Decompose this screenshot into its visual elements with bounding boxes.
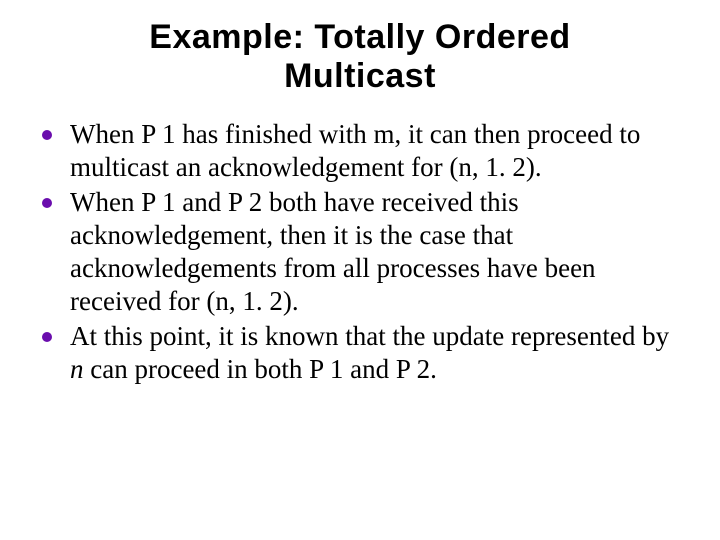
bullet-list: When P 1 has finished with m, it can the… <box>30 118 690 386</box>
bullet-text-post: can proceed in both P 1 and P 2. <box>84 354 437 384</box>
list-item: When P 1 has finished with m, it can the… <box>36 118 680 184</box>
list-item: At this point, it is known that the upda… <box>36 320 680 386</box>
bullet-icon <box>42 198 52 208</box>
bullet-text-em: n <box>70 354 84 384</box>
bullet-text: When P 1 and P 2 both have received this… <box>70 187 596 316</box>
bullet-text-pre: At this point, it is known that the upda… <box>70 321 669 351</box>
bullet-text: When P 1 has finished with m, it can the… <box>70 119 640 182</box>
slide-title: Example: Totally Ordered Multicast <box>70 18 650 96</box>
bullet-icon <box>42 130 52 140</box>
bullet-icon <box>42 332 52 342</box>
slide: Example: Totally Ordered Multicast When … <box>0 0 720 540</box>
list-item: When P 1 and P 2 both have received this… <box>36 186 680 318</box>
